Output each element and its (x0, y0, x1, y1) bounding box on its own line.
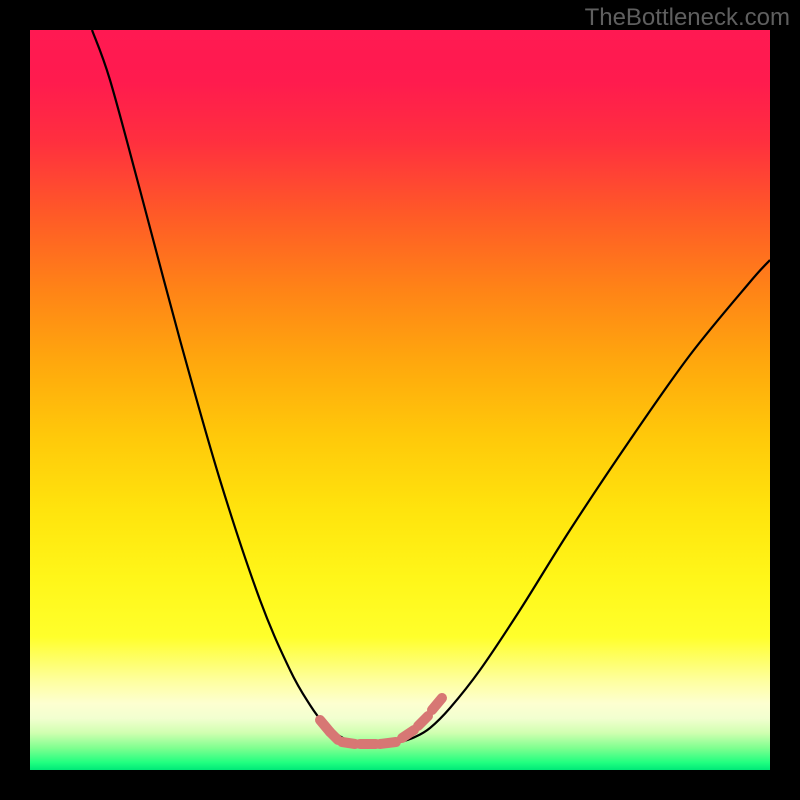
plot-area (30, 30, 770, 770)
watermark-text: TheBottleneck.com (585, 4, 790, 32)
highlight-ticks (320, 698, 442, 744)
curve-layer (30, 30, 770, 770)
bottleneck-curve (92, 30, 770, 744)
chart-container: TheBottleneck.com (0, 0, 800, 800)
